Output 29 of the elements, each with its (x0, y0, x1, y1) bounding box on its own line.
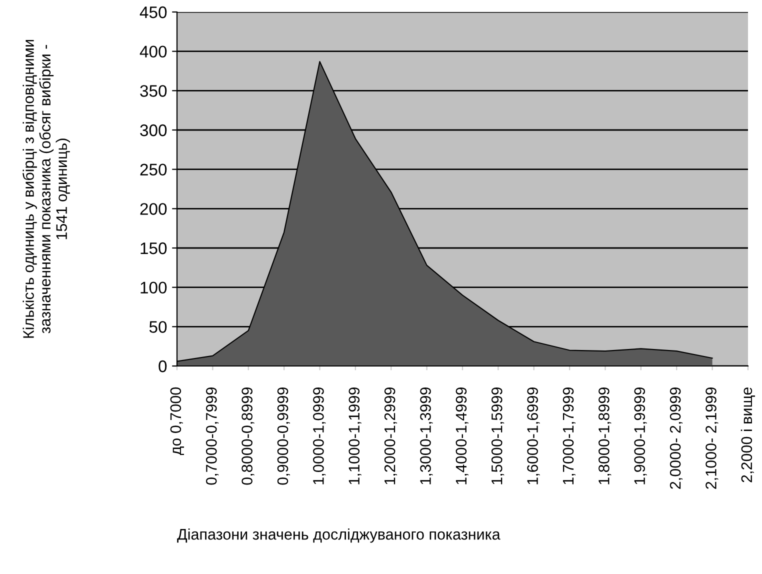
y-tick-label: 300 (140, 124, 167, 136)
x-tick-label: 2,2000 і вище (740, 388, 755, 482)
x-tick-label: 1,7000-1,7999 (562, 388, 576, 484)
y-tick-label: 350 (140, 85, 167, 97)
x-tick-label: 0,7000-0,7999 (206, 388, 219, 485)
x-tick-label: 1,4000-1,4999 (456, 388, 468, 484)
y-tick-label: 0 (158, 360, 167, 372)
y-tick-label: 150 (140, 242, 167, 254)
x-tick-label: до 0,7000 (170, 387, 184, 456)
y-tick-label: 250 (140, 164, 167, 176)
x-tick-label: 1,0000-1,0999 (313, 388, 326, 484)
x-tick-label: 1,5000-1,5999 (491, 388, 504, 484)
x-tick-label: 1,8000-1,8999 (598, 388, 612, 484)
x-tick-label: 1,3000-1,3999 (420, 388, 433, 484)
x-tick-label: 1,9000-1,9999 (634, 388, 647, 484)
x-tick-label: 2,1000- 2,1999 (706, 388, 718, 489)
y-tick-label: 200 (140, 203, 167, 215)
y-tick-label: 450 (140, 6, 167, 18)
x-tick-label: 0,8000-0,8999 (242, 388, 254, 485)
x-tick-label: 0,9000-0,9999 (277, 388, 290, 485)
x-tick-label: 1,6000-1,6999 (527, 388, 540, 484)
y-axis-title: Кількість одиниць у вибірці з відповідними зазначеннями показника (обсяг вибірки - 1541 одиниць) (22, 40, 70, 338)
x-tick-label: 1,1000-1,1999 (348, 388, 362, 484)
y-tick-label: 400 (140, 46, 167, 58)
x-axis-title: Діапазони значень досліджуваного показника (177, 528, 500, 543)
y-tick-label: 50 (149, 321, 167, 333)
y-tick-label: 100 (140, 282, 167, 294)
x-tick-label: 2,0000- 2,0999 (670, 388, 683, 489)
x-tick-label: 1,2000-1,2999 (384, 388, 398, 484)
